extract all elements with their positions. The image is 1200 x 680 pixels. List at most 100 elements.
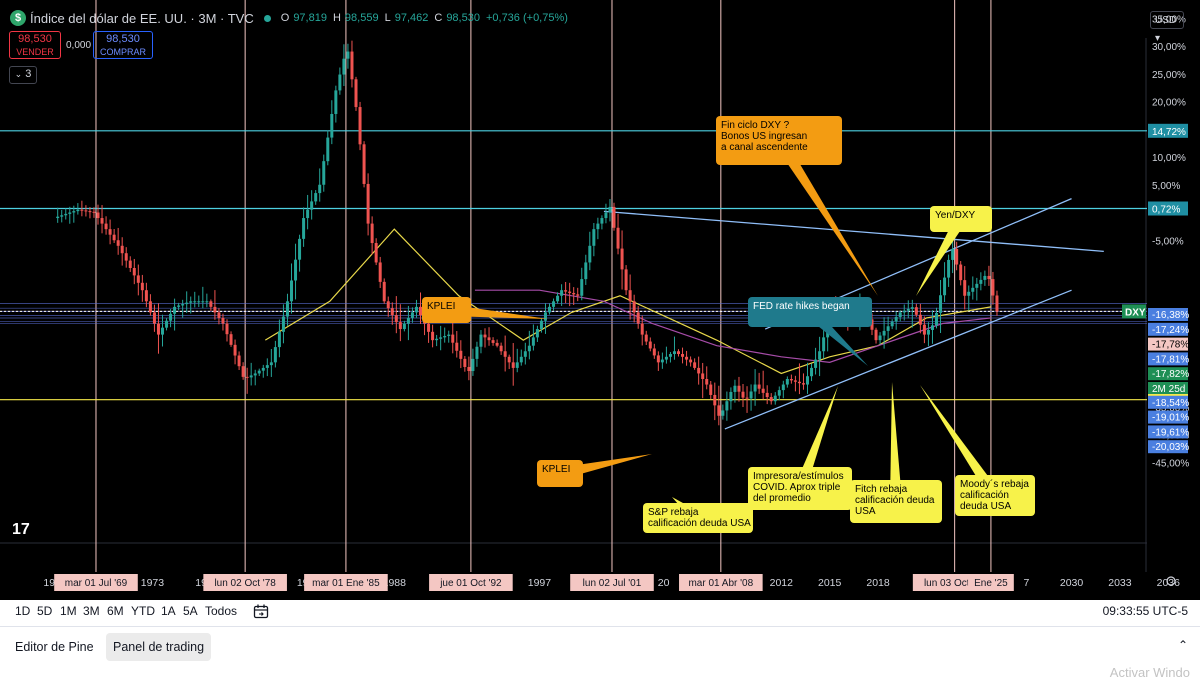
candle-body — [926, 329, 930, 335]
price-axis-panel — [1147, 38, 1200, 572]
ohlc-open-value: 97,819 — [293, 12, 327, 24]
candle-body — [298, 238, 302, 260]
candle-body — [467, 366, 471, 372]
candle-body — [261, 367, 265, 371]
candle-body — [806, 376, 810, 385]
calendar-range-icon[interactable] — [253, 603, 270, 620]
timeframe-3m[interactable]: 3M — [83, 604, 100, 618]
candle-body — [64, 213, 68, 216]
candle-body — [257, 370, 261, 374]
level-axis-label-bg — [1148, 123, 1188, 138]
candle-body — [245, 376, 249, 378]
y-tick-label: 25,00% — [1152, 70, 1186, 81]
annotation-text: Bonos US ingresan — [721, 131, 807, 142]
candle-body — [797, 381, 801, 384]
candle-body — [285, 301, 289, 317]
timeframe-all[interactable]: Todos — [205, 604, 238, 618]
candle-body — [991, 279, 995, 296]
candle-body — [995, 295, 999, 312]
market-status-icon — [263, 14, 271, 22]
indicators-collapse-button[interactable]: ⌄ 3 — [9, 66, 37, 84]
symbol-title[interactable]: Índice del dólar de EE. UU. · 3M · TVC — [30, 10, 254, 26]
candle-body — [620, 248, 624, 270]
candle-body — [685, 356, 689, 360]
x-tick-label: 1988 — [383, 577, 407, 589]
annotation-pointer — [794, 386, 838, 491]
candle-body — [745, 397, 749, 399]
candle-body — [140, 282, 144, 291]
timeframe-ytd[interactable]: YTD — [131, 604, 155, 618]
candle-body — [221, 317, 225, 324]
y-tick-label: 5,00% — [1152, 181, 1180, 192]
candle-body — [471, 358, 475, 372]
candle-body — [765, 392, 769, 398]
timeframe-1a[interactable]: 1A — [161, 604, 176, 618]
timeframe-6m[interactable]: 6M — [107, 604, 124, 618]
candle-body — [330, 113, 334, 138]
candle-body — [959, 264, 963, 281]
candle-body — [814, 359, 818, 368]
timeframe-1d[interactable]: 1D — [15, 604, 31, 618]
sell-button[interactable]: 98,530 VENDER — [9, 31, 61, 59]
annotation-pointer — [916, 215, 967, 296]
candle-body — [935, 312, 939, 326]
currency-button[interactable]: USD ▾ — [1150, 11, 1184, 44]
ohlc-change: +0,736 (+0,75%) — [485, 12, 568, 24]
annotation-box — [850, 480, 942, 523]
dollar-logo-icon: $ — [10, 10, 26, 26]
price-chart[interactable]: 40,00%35,00%30,00%25,00%20,00%15,00%10,0… — [0, 0, 1200, 600]
candle-body — [793, 380, 797, 382]
candle-body — [580, 279, 584, 296]
candle-body — [543, 312, 547, 321]
candle-body — [181, 304, 185, 306]
candle-body — [451, 334, 455, 343]
candle-body — [366, 183, 370, 224]
candle-body — [76, 209, 80, 212]
candle-body — [290, 280, 294, 302]
right-price-label-bg — [1148, 322, 1188, 336]
chevron-up-icon[interactable]: ⌃ — [1177, 638, 1188, 652]
candle-body — [781, 384, 785, 391]
tab-trading-panel[interactable]: Panel de trading — [106, 633, 212, 661]
candle-body — [229, 334, 233, 345]
annotation-text: Moody´s rebaja — [960, 478, 1029, 490]
candle-body — [209, 301, 213, 307]
candle-body — [668, 354, 672, 357]
candle-body — [511, 362, 515, 368]
candle-body — [362, 144, 366, 184]
candle-body — [572, 292, 576, 295]
sell-price: 98,530 — [18, 33, 52, 45]
chart-area[interactable]: 40,00%35,00%30,00%25,00%20,00%15,00%10,0… — [0, 0, 1200, 600]
candle-body — [539, 320, 543, 330]
candle-body — [777, 390, 781, 396]
candle-body — [201, 301, 205, 303]
candle-body — [761, 388, 765, 393]
annotation-text: KPLEI — [427, 301, 455, 312]
candle-body — [749, 391, 753, 399]
timeframe-1m[interactable]: 1M — [60, 604, 77, 618]
candle-body — [757, 384, 761, 389]
x-date-marker-bg — [54, 574, 138, 591]
candle-body — [173, 306, 177, 314]
candle-body — [132, 268, 136, 276]
indicator-count: 3 — [25, 68, 32, 80]
candle-body — [273, 347, 277, 363]
ohlc-low-value: 97,462 — [394, 12, 429, 24]
candle-body — [165, 320, 169, 328]
candle-body — [600, 218, 604, 224]
timeframe-5a[interactable]: 5A — [183, 604, 198, 618]
candle-body — [922, 324, 926, 335]
x-date-marker-bg — [968, 574, 1014, 591]
clock-timezone[interactable]: 09:33:55 UTC-5 — [1102, 604, 1188, 618]
candle-body — [487, 337, 491, 341]
candle-body — [705, 379, 709, 385]
candle-body — [378, 262, 382, 282]
candle-body — [108, 229, 112, 235]
tab-pine-editor[interactable]: Editor de Pine — [15, 640, 94, 654]
buy-button[interactable]: 98,530 COMPRAR — [93, 31, 153, 59]
timeframe-5d[interactable]: 5D — [37, 604, 53, 618]
y-tick-label: 10,00% — [1152, 153, 1186, 164]
candle-body — [568, 291, 572, 293]
candle-body — [979, 279, 983, 284]
trendline-channel-lower — [724, 289, 1072, 430]
